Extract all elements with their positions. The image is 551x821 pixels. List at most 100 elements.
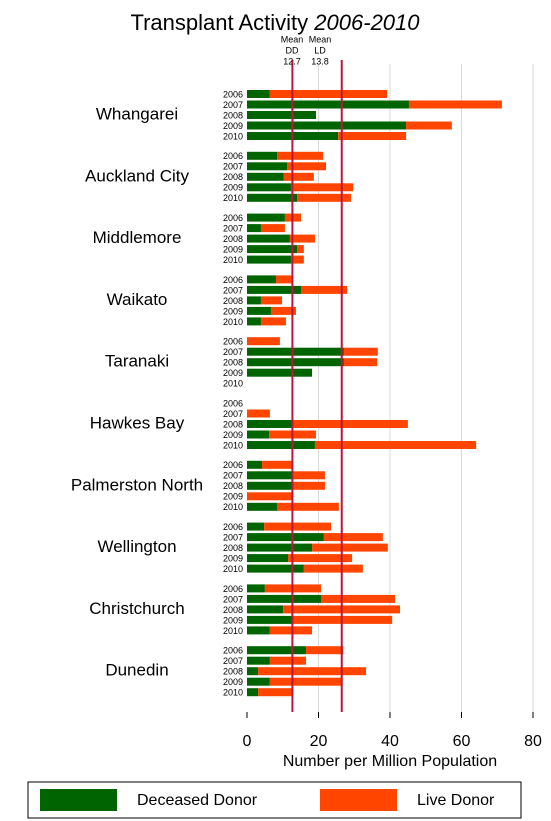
x-tick-label: 60 — [453, 733, 471, 750]
year-label: 2009 — [223, 430, 243, 440]
year-label: 2010 — [223, 688, 243, 698]
mean-label: DD — [286, 45, 299, 55]
bar-segment — [269, 677, 342, 686]
mean-label: Mean — [309, 34, 332, 44]
bar-segment — [297, 193, 352, 202]
group-label: Waikato — [107, 290, 168, 309]
year-label: 2006 — [223, 151, 243, 161]
bar-segment — [247, 667, 259, 676]
bar-segment — [290, 183, 354, 192]
x-axis-label: Number per Million Population — [283, 753, 497, 770]
group-label: Palmerston North — [71, 475, 203, 494]
legend-label: Deceased Donor — [137, 792, 258, 809]
bar-segment — [297, 245, 304, 254]
year-label: 2006 — [223, 522, 243, 532]
bar-segment — [247, 481, 293, 490]
year-label: 2007 — [223, 656, 243, 666]
bar-segment — [305, 646, 344, 655]
bar-segment — [269, 90, 388, 98]
year-label: 2009 — [223, 368, 243, 378]
year-label: 2006 — [223, 275, 243, 285]
year-label: 2006 — [223, 584, 243, 594]
bar-segment — [247, 460, 263, 469]
mean-label: LD — [314, 45, 326, 55]
bar-segment — [247, 471, 293, 480]
year-label: 2007 — [223, 347, 243, 357]
bar-segment — [247, 502, 278, 511]
bar-segment — [293, 615, 393, 624]
bar-segment — [258, 688, 294, 697]
bar-segment — [277, 502, 339, 511]
group-label: Taranaki — [105, 352, 169, 371]
year-label: 2007 — [223, 285, 243, 295]
bar-segment — [247, 368, 313, 377]
bar-segment — [264, 522, 332, 531]
bar-segment — [247, 543, 313, 552]
legend-label: Live Donor — [417, 792, 495, 809]
year-label: 2009 — [223, 677, 243, 687]
bar-segment — [287, 162, 327, 171]
year-label: 2008 — [223, 110, 243, 120]
year-label: 2008 — [223, 481, 243, 491]
bar-segment — [247, 594, 322, 603]
year-label: 2007 — [223, 100, 243, 110]
bar-segment — [247, 522, 265, 531]
year-label: 2007 — [223, 594, 243, 604]
bar-segment — [406, 121, 452, 130]
bar-segment — [260, 296, 283, 305]
year-label: 2010 — [223, 502, 243, 512]
bar-segment — [277, 151, 324, 160]
bar-segment — [247, 255, 291, 264]
bar-segment — [247, 183, 291, 192]
bar-segment — [283, 172, 314, 181]
bar-segment — [247, 100, 409, 109]
year-label: 2010 — [223, 131, 243, 141]
bar-segment — [247, 90, 270, 98]
bar-segment — [247, 554, 289, 563]
bar-segment — [247, 615, 294, 624]
chart-title: Transplant Activity 2006-2010 — [130, 10, 420, 35]
bar-segment — [321, 594, 396, 603]
group-label: Wellington — [97, 537, 176, 556]
bar-segment — [343, 358, 378, 367]
year-label: 2008 — [223, 358, 243, 368]
bar-segment — [303, 564, 363, 573]
bar-segment — [247, 347, 344, 356]
x-tick-label: 80 — [524, 733, 542, 750]
title-main: Transplant Activity — [130, 10, 308, 35]
year-label: 2006 — [223, 460, 243, 470]
bar-segment — [247, 285, 301, 294]
mean-value: 12.7 — [283, 56, 301, 66]
bar-segment — [247, 296, 261, 305]
year-label: 2009 — [223, 306, 243, 316]
year-label: 2006 — [223, 646, 243, 656]
bar-segment — [247, 626, 270, 635]
year-label: 2007 — [223, 162, 243, 172]
group-label: Auckland City — [85, 166, 189, 185]
bar-segment — [275, 275, 293, 284]
year-label: 2010 — [223, 564, 243, 574]
year-label: 2006 — [223, 398, 243, 408]
year-label: 2006 — [223, 213, 243, 223]
bar-segment — [247, 441, 315, 449]
year-label: 2007 — [223, 532, 243, 542]
year-label: 2006 — [223, 89, 243, 99]
year-label: 2009 — [223, 615, 243, 625]
bar-segment — [338, 132, 407, 140]
x-tick-label: 20 — [310, 733, 328, 750]
year-label: 2010 — [223, 440, 243, 450]
year-label: 2008 — [223, 667, 243, 677]
year-label: 2008 — [223, 172, 243, 182]
bar-segment — [247, 358, 344, 367]
year-label: 2010 — [223, 379, 243, 389]
bar-segment — [247, 234, 290, 243]
year-label: 2007 — [223, 223, 243, 233]
bar-segment — [247, 584, 265, 593]
year-label: 2008 — [223, 296, 243, 306]
bar-segment — [269, 656, 306, 665]
year-label: 2009 — [223, 553, 243, 563]
bar-segment — [247, 151, 278, 160]
year-label: 2010 — [223, 193, 243, 203]
bar-segment — [300, 285, 348, 294]
